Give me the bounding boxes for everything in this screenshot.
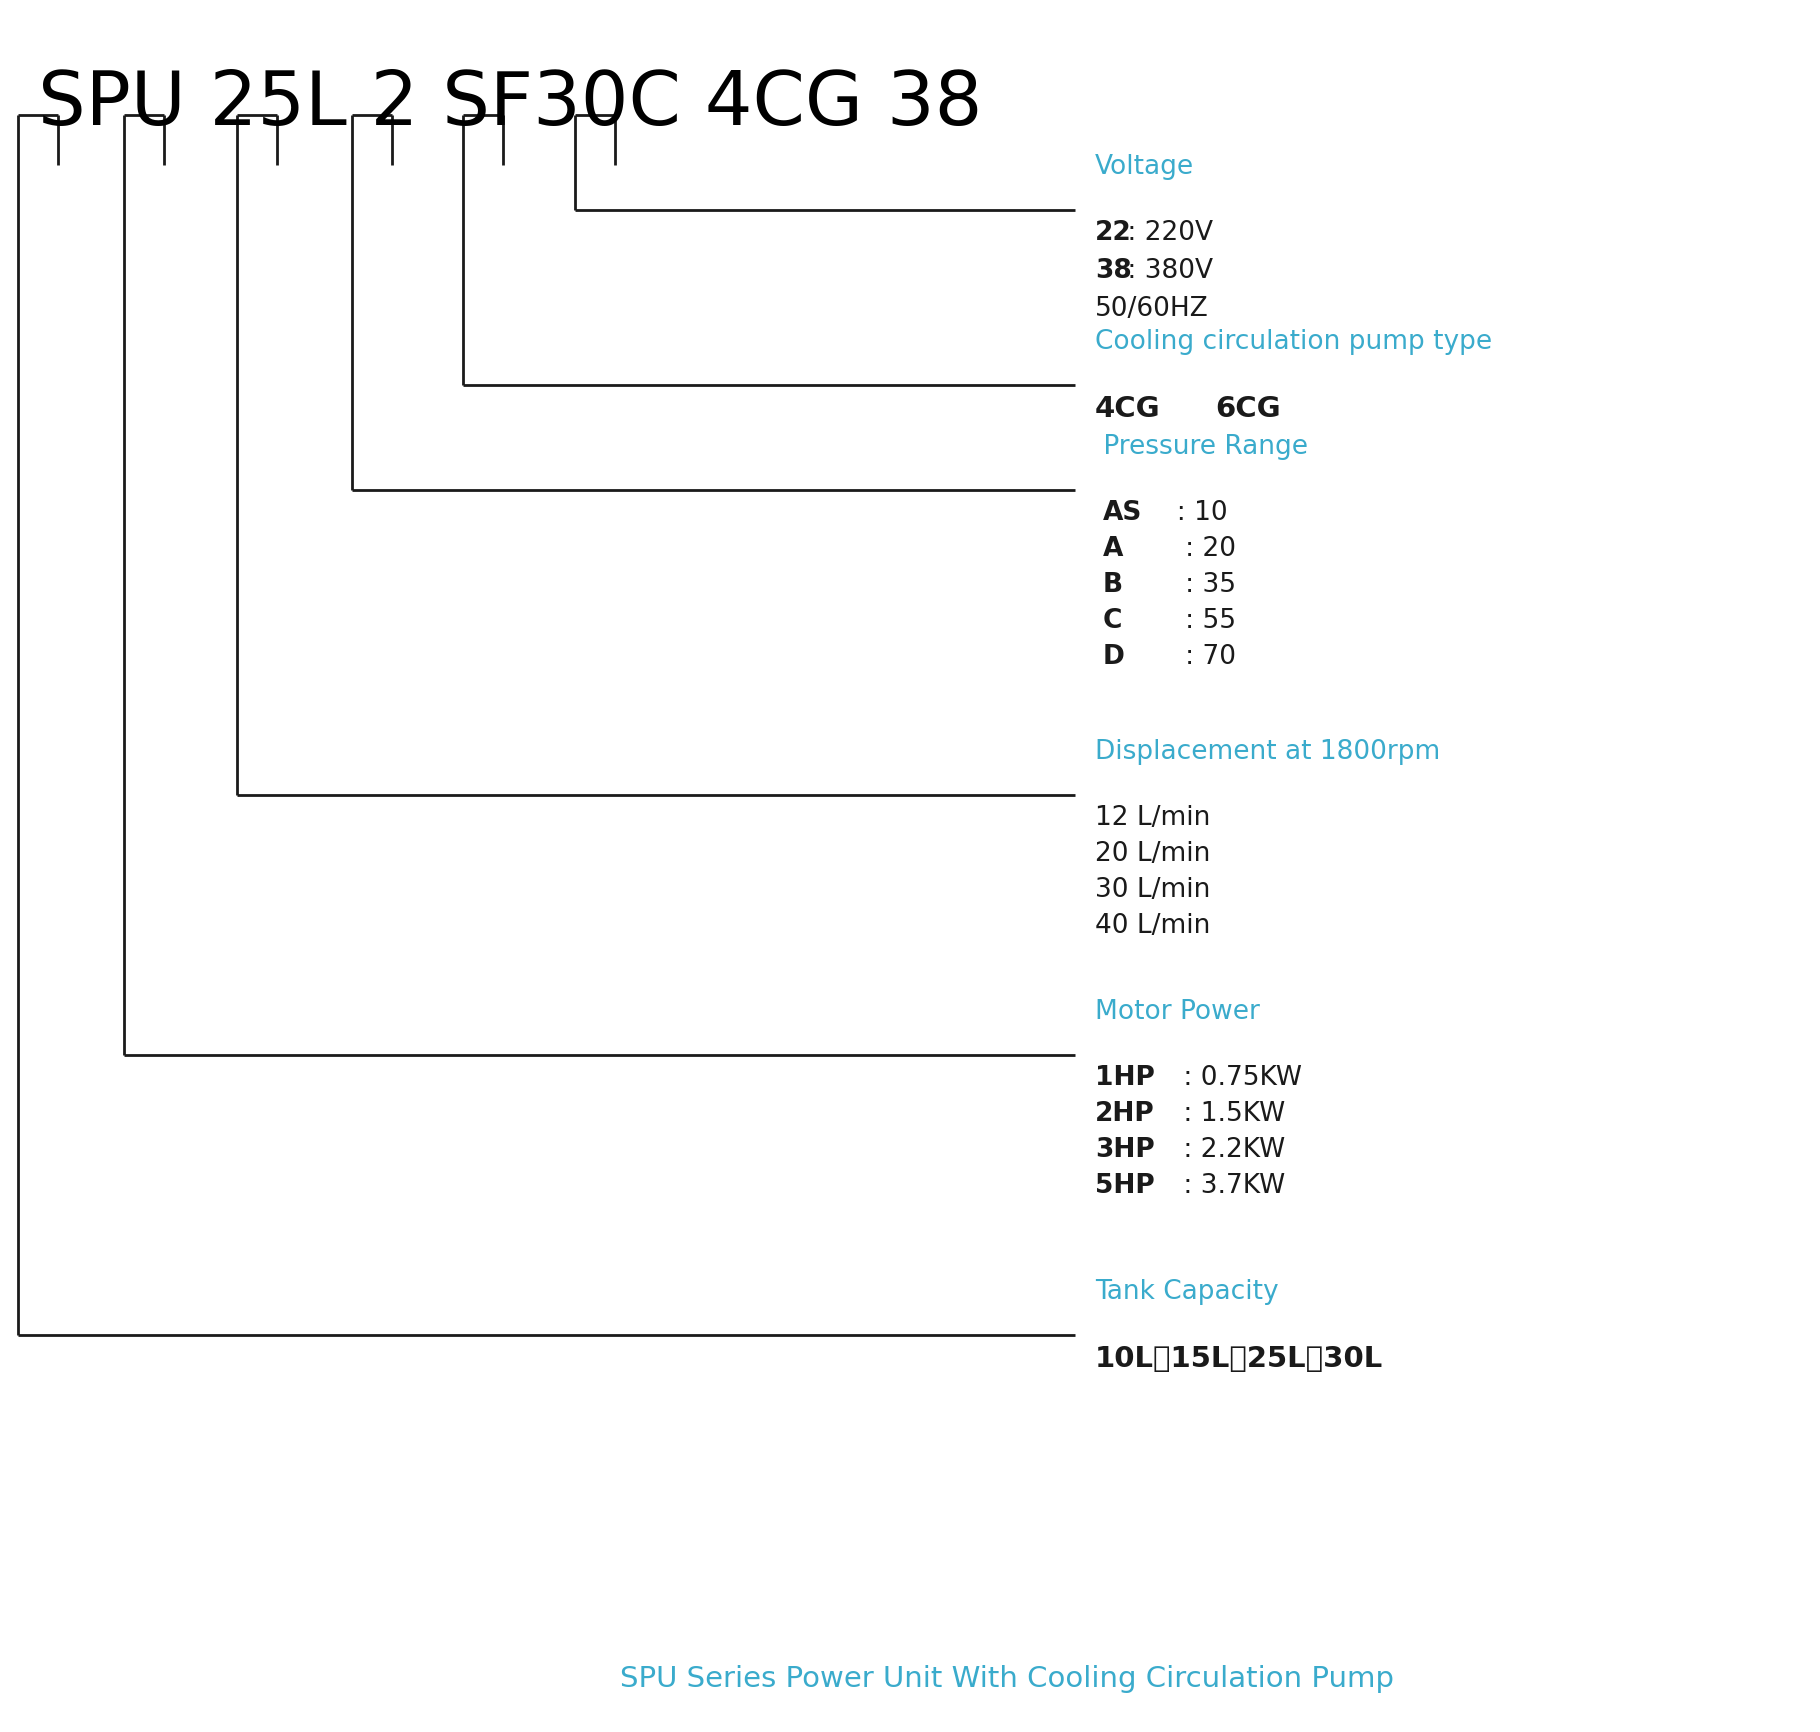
Text: D: D bbox=[1103, 644, 1125, 670]
Text: Tank Capacity: Tank Capacity bbox=[1096, 1278, 1279, 1304]
Text: : 0.75KW: : 0.75KW bbox=[1176, 1065, 1301, 1091]
Text: Cooling circulation pump type: Cooling circulation pump type bbox=[1096, 329, 1492, 355]
Text: : 3.7KW: : 3.7KW bbox=[1176, 1173, 1285, 1199]
Text: : 35: : 35 bbox=[1159, 572, 1236, 598]
Text: 2HP: 2HP bbox=[1096, 1102, 1154, 1128]
Text: 10L、15L、25L、30L: 10L、15L、25L、30L bbox=[1096, 1346, 1383, 1373]
Text: 1HP: 1HP bbox=[1096, 1065, 1156, 1091]
Text: : 70: : 70 bbox=[1159, 644, 1236, 670]
Text: 30 L/min: 30 L/min bbox=[1096, 876, 1210, 902]
Text: 6CG: 6CG bbox=[1216, 395, 1281, 423]
Text: 12 L/min: 12 L/min bbox=[1096, 805, 1210, 831]
Text: 40 L/min: 40 L/min bbox=[1096, 913, 1210, 939]
Text: 38: 38 bbox=[1096, 258, 1132, 284]
Text: 20 L/min: 20 L/min bbox=[1096, 842, 1210, 868]
Text: : 220V: : 220V bbox=[1119, 220, 1212, 246]
Text: 3HP: 3HP bbox=[1096, 1136, 1154, 1162]
Text: 5HP: 5HP bbox=[1096, 1173, 1154, 1199]
Text: : 380V: : 380V bbox=[1119, 258, 1212, 284]
Text: B: B bbox=[1103, 572, 1123, 598]
Text: Voltage: Voltage bbox=[1096, 154, 1194, 180]
Text: Motor Power: Motor Power bbox=[1096, 999, 1259, 1025]
Text: C: C bbox=[1103, 608, 1123, 634]
Text: A: A bbox=[1103, 535, 1123, 561]
Text: SPU 25L 2 SF30C 4CG 38: SPU 25L 2 SF30C 4CG 38 bbox=[38, 68, 983, 140]
Text: AS: AS bbox=[1103, 501, 1143, 527]
Text: : 20: : 20 bbox=[1159, 535, 1236, 561]
Text: : 55: : 55 bbox=[1159, 608, 1236, 634]
Text: 50/60HZ: 50/60HZ bbox=[1096, 296, 1208, 322]
Text: Displacement at 1800rpm: Displacement at 1800rpm bbox=[1096, 740, 1440, 766]
Text: 22: 22 bbox=[1096, 220, 1132, 246]
Text: : 10: : 10 bbox=[1159, 501, 1228, 527]
Text: SPU Series Power Unit With Cooling Circulation Pump: SPU Series Power Unit With Cooling Circu… bbox=[621, 1664, 1394, 1692]
Text: 4CG: 4CG bbox=[1096, 395, 1161, 423]
Text: : 1.5KW: : 1.5KW bbox=[1176, 1102, 1285, 1128]
Text: : 2.2KW: : 2.2KW bbox=[1176, 1136, 1285, 1162]
Text: Pressure Range: Pressure Range bbox=[1096, 435, 1309, 461]
